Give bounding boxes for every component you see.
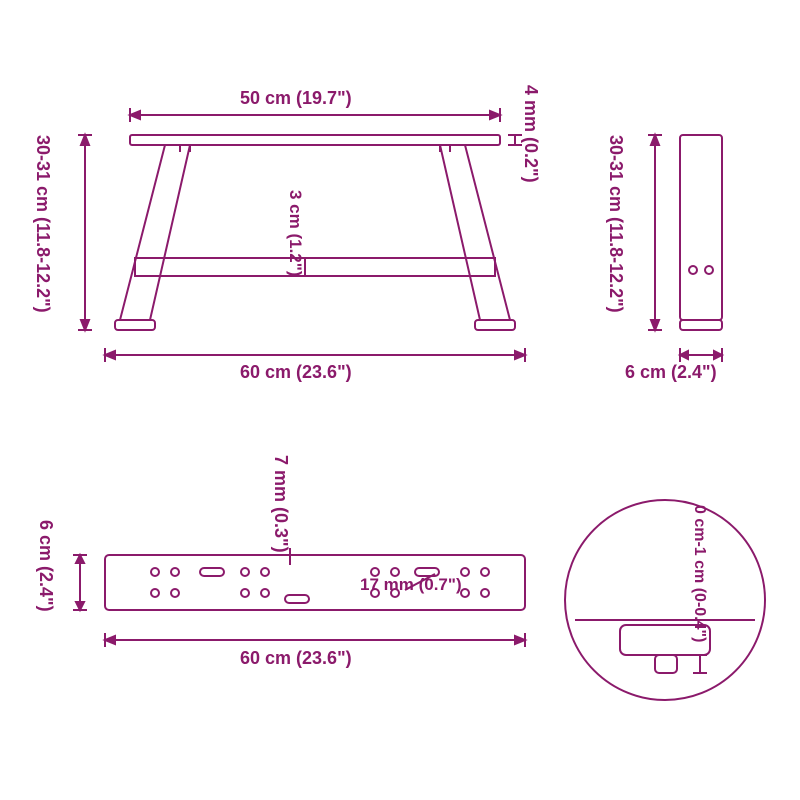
dim-bottom-width: 60 cm (23.6") xyxy=(240,362,352,383)
diagram-container: 50 cm (19.7") 30-31 cm (11.8-12.2") 4 mm… xyxy=(0,0,800,800)
dim-plate-depth: 6 cm (2.4") xyxy=(35,520,56,612)
dim-side-height: 30-31 cm (11.8-12.2") xyxy=(605,135,626,313)
dim-crossbar: 3 cm (1.2") xyxy=(285,190,305,277)
detail-view-svg xyxy=(0,0,800,800)
dim-thickness: 4 mm (0.2") xyxy=(520,85,541,183)
dim-hole-small: 7 mm (0.3") xyxy=(270,455,291,553)
dim-plate-width: 60 cm (23.6") xyxy=(240,648,352,669)
dim-hole-large: 17 mm (0.7") xyxy=(360,575,462,595)
dim-adjust: 0 cm-1 cm (0-0.4") xyxy=(690,505,708,642)
dim-side-depth: 6 cm (2.4") xyxy=(625,362,717,383)
dim-left-height: 30-31 cm (11.8-12.2") xyxy=(32,135,53,313)
dim-top-width: 50 cm (19.7") xyxy=(240,88,352,109)
